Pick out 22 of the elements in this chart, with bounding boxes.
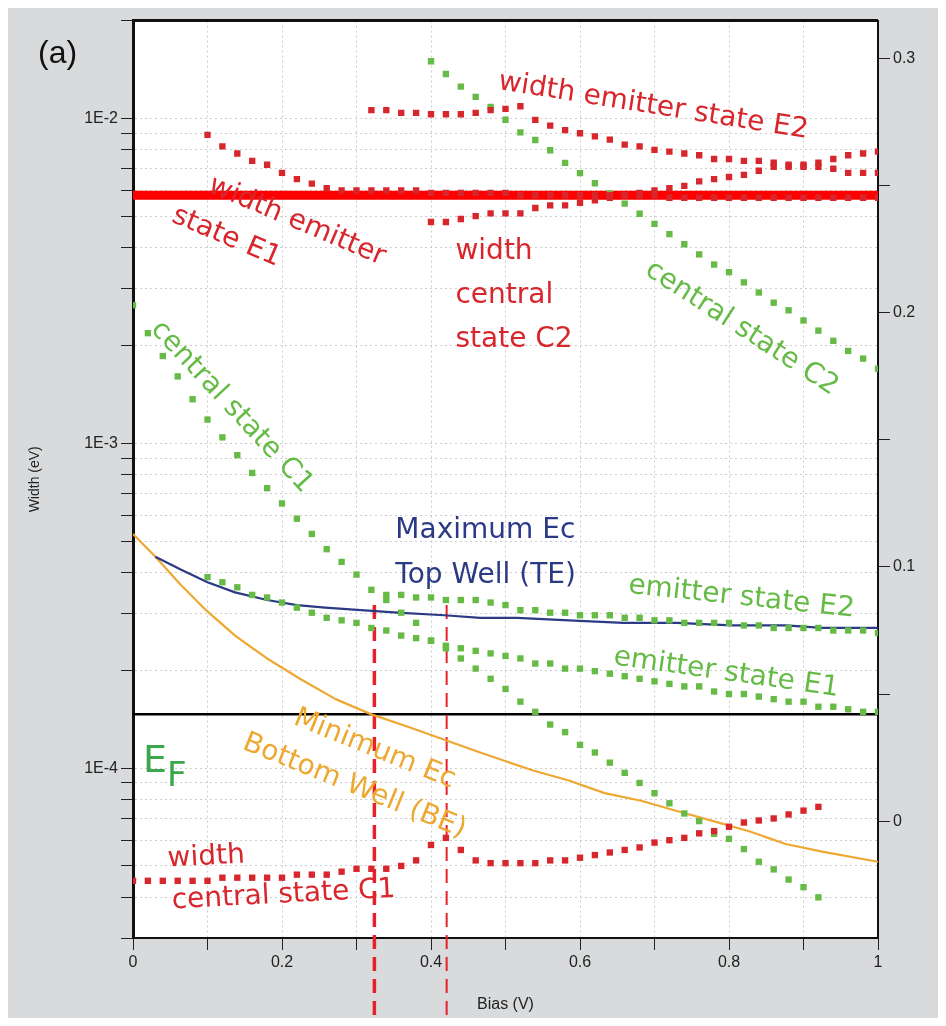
x-tick-label: 0.4 <box>419 953 443 971</box>
x-tick-label: 0.2 <box>270 953 294 971</box>
x-tick-label: 0.8 <box>717 953 741 971</box>
text: emitter state E1 <box>611 638 842 703</box>
x-tick-label: 0.6 <box>568 953 592 971</box>
series-label: width central state C2 <box>455 232 573 354</box>
x-tick-label: 0 <box>128 953 138 971</box>
y2-tick-label: 0.1 <box>893 557 916 575</box>
y-tick-label: 1E-3 <box>84 433 119 451</box>
y-tick-label: 1E-4 <box>84 758 119 776</box>
y2-tick-label: 0 <box>893 811 902 829</box>
text: emitter state E2 <box>626 567 857 624</box>
chart-title: (a) <box>38 33 78 70</box>
series-label: width central state C1 <box>166 836 397 916</box>
y-axis-title: Width (eV) <box>26 446 43 513</box>
x-axis-title: Bias (V) <box>477 994 534 1012</box>
y-tick-label: 1E-2 <box>84 108 119 126</box>
y2-tick-label: 0.3 <box>893 49 916 67</box>
y2-tick-label: 0.2 <box>893 303 916 321</box>
text: width emitter state E2 <box>496 63 811 145</box>
x-tick-label: 1 <box>873 953 883 971</box>
series-label: Maximum Ec Top Well (TE) <box>394 512 576 591</box>
